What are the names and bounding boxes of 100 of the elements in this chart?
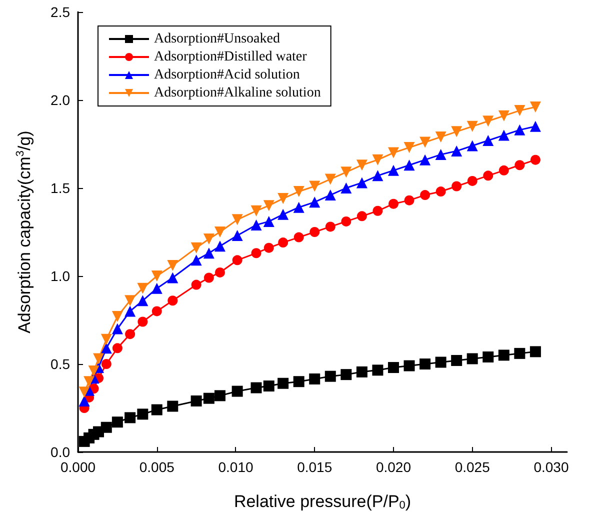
point — [404, 360, 415, 372]
point — [388, 198, 398, 209]
point — [404, 142, 415, 154]
point — [152, 306, 162, 316]
x-tick-label: 0.010 — [218, 459, 254, 475]
point — [498, 165, 509, 176]
point — [151, 282, 162, 294]
point — [356, 366, 368, 378]
point — [372, 154, 384, 166]
point — [530, 120, 541, 132]
point — [214, 226, 226, 238]
point — [482, 134, 494, 146]
point — [466, 120, 478, 132]
y-tick-label: 2.0 — [50, 92, 70, 108]
point — [388, 164, 399, 176]
point — [203, 234, 214, 245]
point — [435, 131, 446, 142]
point — [324, 370, 336, 382]
point — [190, 242, 202, 254]
point — [263, 200, 274, 212]
point — [324, 174, 336, 185]
point — [404, 160, 415, 171]
point — [214, 240, 226, 252]
point — [340, 182, 352, 194]
point — [482, 116, 494, 127]
point — [340, 166, 352, 178]
point — [340, 369, 352, 380]
x-tick-label: 0.015 — [297, 459, 332, 475]
point — [278, 238, 288, 248]
point — [466, 140, 478, 152]
point — [388, 362, 399, 374]
point — [420, 190, 430, 200]
point — [372, 206, 383, 216]
point — [498, 130, 510, 141]
point — [203, 248, 214, 259]
y-axis-title: Adsorption capacity(cm3/g) — [14, 130, 34, 334]
point — [101, 359, 112, 369]
point — [324, 190, 336, 201]
point — [309, 373, 320, 384]
point — [356, 177, 368, 188]
point — [435, 356, 446, 368]
point — [167, 400, 178, 412]
point — [293, 186, 304, 198]
point — [356, 211, 367, 222]
point — [530, 102, 541, 113]
point — [167, 260, 178, 271]
point — [168, 296, 178, 306]
point — [124, 412, 136, 424]
point — [309, 180, 320, 192]
point — [137, 282, 148, 294]
point — [250, 382, 262, 394]
point — [530, 154, 540, 165]
y-tick-label: 0.5 — [50, 356, 70, 372]
point — [498, 110, 510, 122]
point — [112, 310, 123, 322]
point — [435, 149, 446, 160]
point — [372, 364, 384, 376]
y-tick-label: 0.0 — [50, 444, 70, 460]
point — [451, 354, 462, 366]
legend-label: Adsorption#Unsoaked — [154, 32, 280, 46]
point — [214, 267, 225, 278]
point — [232, 230, 243, 242]
legend-label: Adsorption#Acid solution — [154, 68, 300, 82]
point — [451, 146, 462, 157]
point — [436, 186, 446, 197]
x-tick-label: 0.020 — [376, 459, 412, 475]
x-tick-label: 0.000 — [60, 459, 96, 475]
point — [112, 323, 123, 334]
point — [263, 216, 274, 227]
point — [420, 154, 431, 166]
point — [514, 348, 526, 359]
point — [250, 219, 262, 230]
x-tick-label: 0.005 — [139, 459, 175, 475]
point — [151, 404, 162, 416]
point — [420, 136, 431, 148]
point — [203, 392, 214, 404]
point — [278, 378, 289, 389]
point — [125, 329, 136, 340]
point — [514, 105, 526, 116]
point — [341, 216, 352, 226]
point — [232, 214, 243, 226]
point — [137, 295, 148, 306]
legend-label: Adsorption#Alkaline solution — [154, 86, 321, 100]
point — [100, 342, 112, 354]
point — [294, 232, 304, 242]
y-tick-label: 2.5 — [50, 4, 70, 20]
point — [451, 126, 462, 138]
point — [124, 306, 136, 317]
point — [151, 270, 162, 282]
point — [530, 346, 541, 358]
point — [112, 343, 122, 354]
y-tick-label: 1.5 — [50, 180, 70, 196]
point — [167, 272, 178, 284]
point — [250, 205, 262, 216]
point — [482, 351, 494, 362]
point — [278, 208, 289, 220]
point — [309, 196, 320, 208]
point — [420, 358, 431, 370]
point — [138, 316, 148, 327]
point — [214, 390, 226, 402]
